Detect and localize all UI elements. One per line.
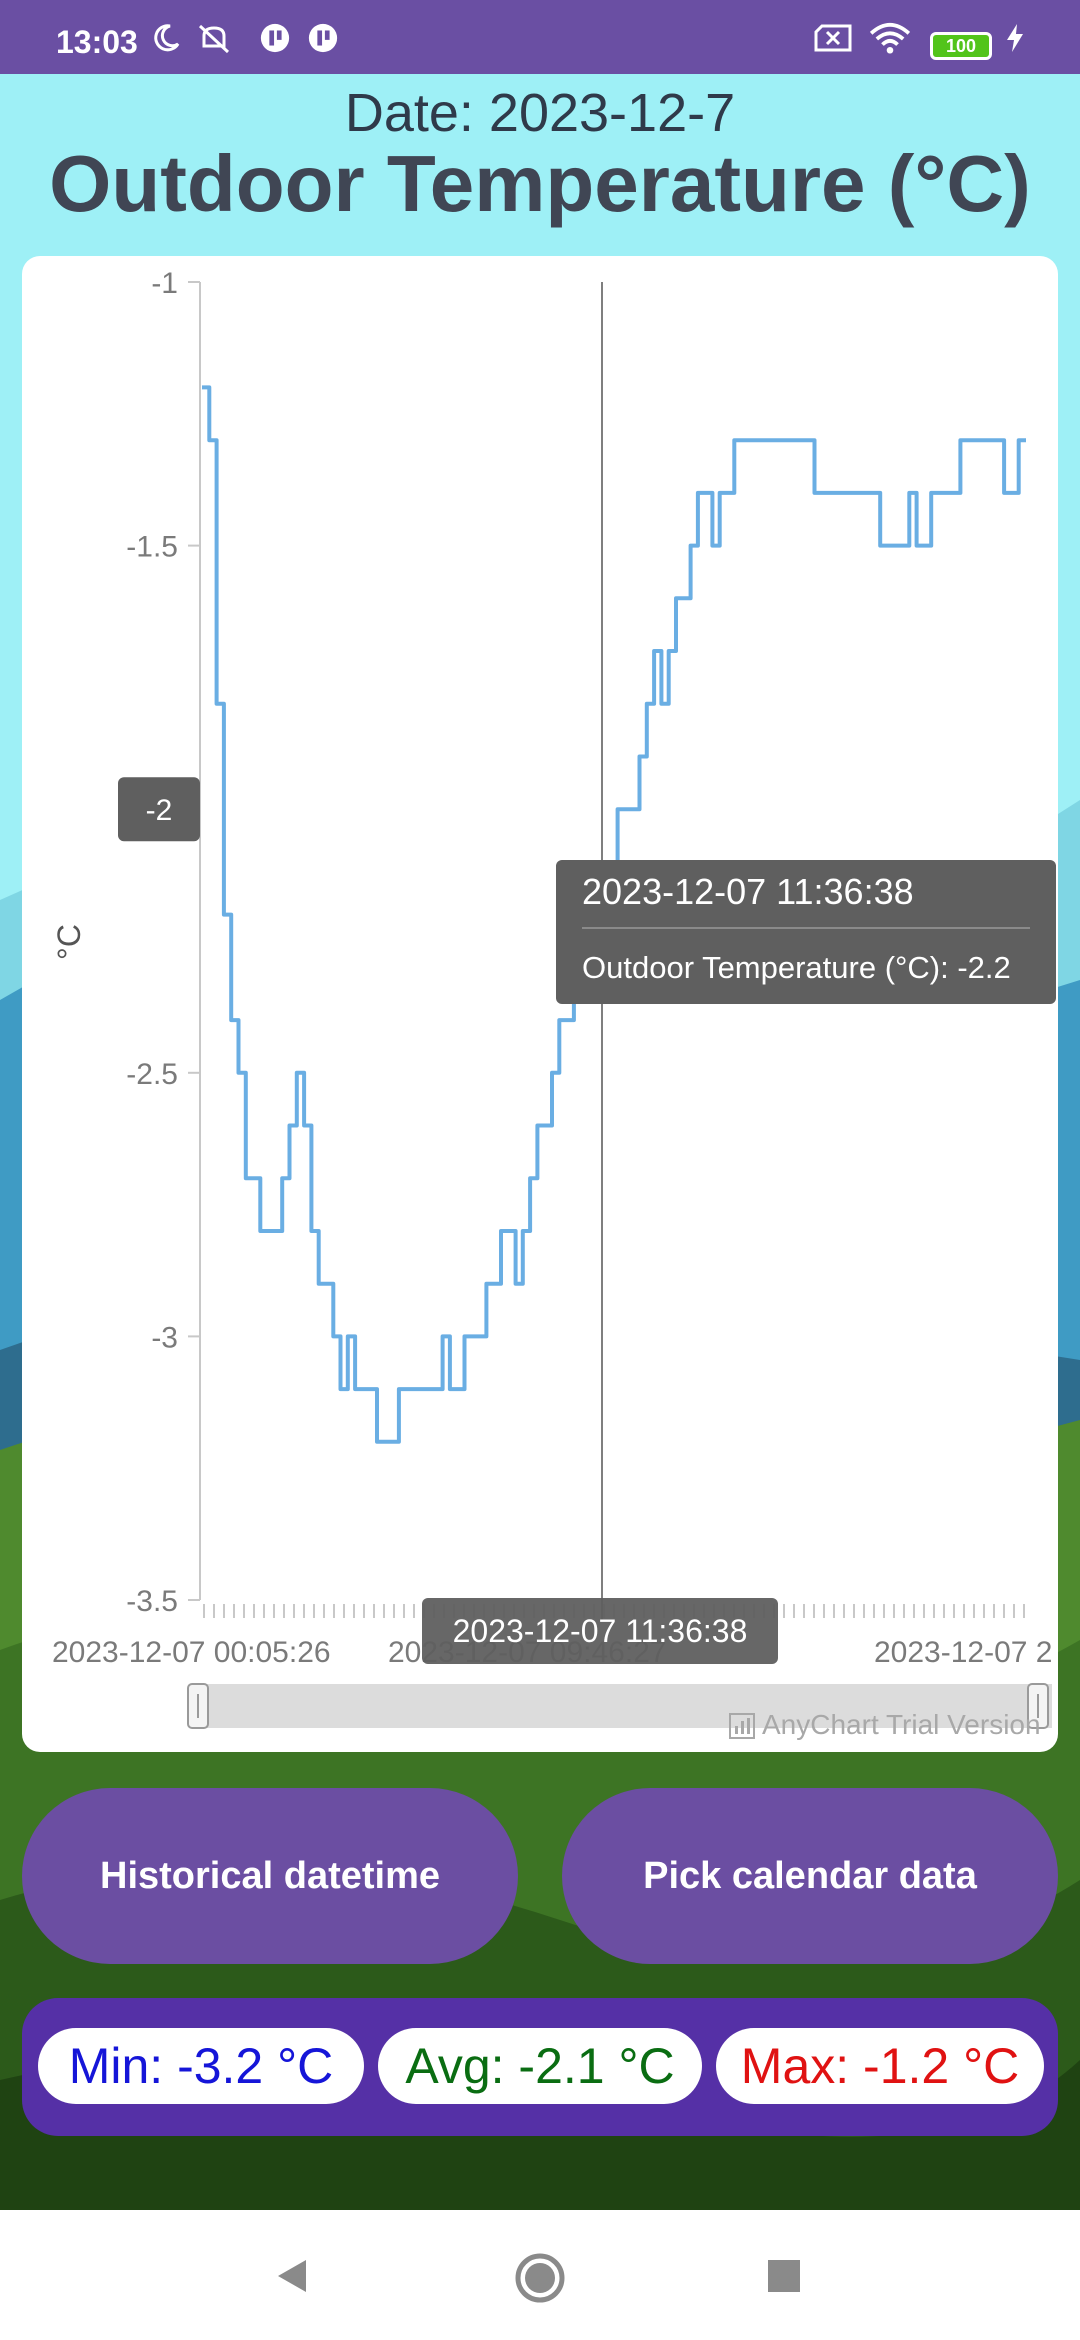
back-icon[interactable] [272,2256,312,2296]
historical-datetime-button[interactable]: Historical datetime [22,1788,518,1964]
page-title: Outdoor Temperature (°C) [49,139,1031,228]
status-bar: 13:03 100 [0,0,1080,74]
date-label: Date: 2023-12-7 [344,83,736,143]
x-tick-label: 2023-12-07 2 [874,1636,1052,1669]
temperature-line-chart[interactable]: -1 -1.5 -2.5 -3 -3.5 °C 2023-12-07 00:05:26 202… [22,256,1058,1752]
watermark-text: AnyChart Trial Version [762,1709,1041,1740]
min-temperature-stat: Min: -3.2 °C [38,2028,364,2104]
range-scroller-track[interactable] [192,1684,1052,1728]
app-notification-icon [260,23,290,53]
y-tick-label: -2.5 [126,1058,178,1091]
anychart-logo-bar [735,1726,738,1734]
y-cursor-label: -2 [146,794,173,827]
tooltip-title: 2023-12-07 11:36:38 [582,871,914,912]
y-cursor-label-box [118,777,200,842]
battery-icon: 100 [930,32,992,60]
home-icon[interactable] [514,2252,566,2304]
moon-icon [154,24,180,52]
recents-icon[interactable] [766,2258,802,2294]
chart-card[interactable]: -1 -1.5 -2.5 -3 -3.5 °C 2023-12-07 00:05:26 202… [22,256,1058,1752]
avg-temperature-stat: Avg: -2.1 °C [378,2028,702,2104]
pick-calendar-data-button[interactable]: Pick calendar data [562,1788,1058,1964]
battery-level: 100 [945,36,977,56]
stats-panel: Min: -3.2 °C Avg: -2.1 °C Max: -1.2 °C [22,1998,1058,2136]
x-tick-label: 2023-12-07 00:05:26 [52,1636,331,1669]
charging-icon [1007,24,1023,52]
status-time: 13:03 [56,24,138,60]
y-tick-label: -1 [151,267,178,300]
x-cursor-label-box [422,1598,778,1664]
tooltip-text: Outdoor Temperature (°C): -2.2 [582,950,1011,985]
max-temperature-stat: Max: -1.2 °C [716,2028,1044,2104]
app-notification-icon [308,23,338,53]
navigation-bar [0,2210,1080,2340]
x-cursor-label: 2023-12-07 11:36:38 [453,1613,748,1649]
y-tick-label: -3 [151,1321,178,1354]
wifi-icon [869,22,911,54]
y-tick-label: -1.5 [126,531,178,564]
anychart-logo-bar [747,1718,750,1734]
tooltip-box [556,860,1056,1004]
y-tick-label: -3.5 [126,1585,178,1618]
sim-x-icon [814,24,852,52]
y-axis-title: °C [51,924,87,960]
mute-icon [198,24,230,54]
anychart-logo-icon [729,1713,755,1739]
anychart-logo-bar [741,1721,744,1734]
